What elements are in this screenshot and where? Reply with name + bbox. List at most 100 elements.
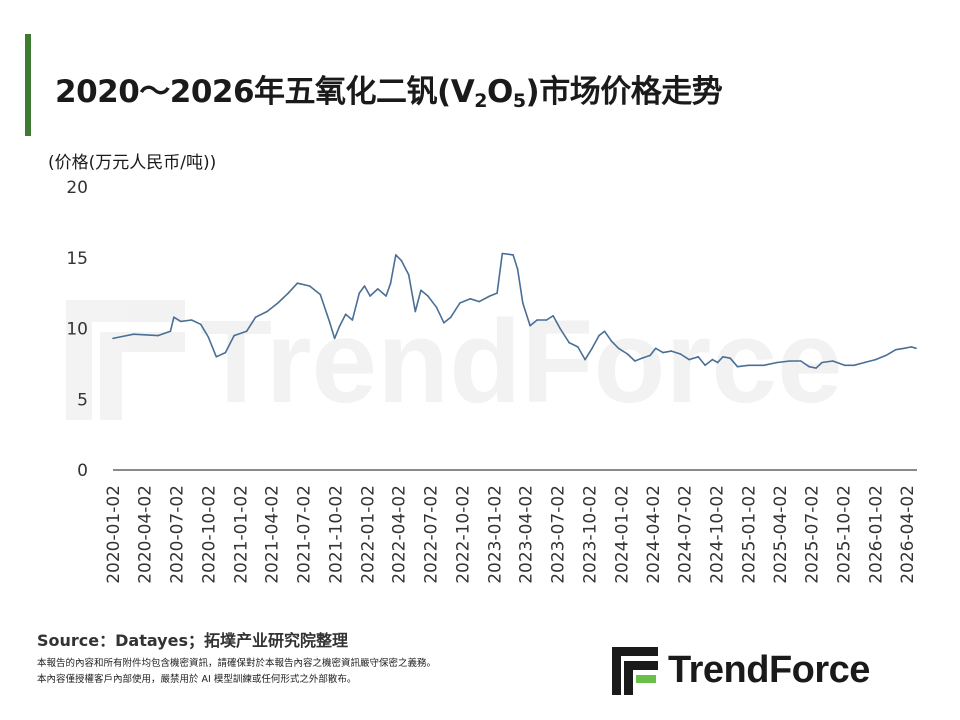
data-point <box>190 319 193 321</box>
data-point <box>215 356 218 358</box>
data-point <box>512 254 514 256</box>
data-point <box>224 351 227 354</box>
data-point <box>895 348 897 351</box>
data-point <box>885 354 887 357</box>
data-point <box>132 333 135 335</box>
y-tick-label: 20 <box>66 178 88 198</box>
x-tick-label: 2020-04-02 <box>136 485 156 584</box>
x-tick-label: 2021-07-02 <box>294 485 314 584</box>
data-point <box>559 327 561 330</box>
data-point <box>679 353 682 355</box>
data-point <box>435 306 438 309</box>
data-point <box>169 330 172 333</box>
data-point <box>496 292 498 294</box>
data-point <box>641 357 643 359</box>
source-note: Source：Datayes；拓墣产业研究院整理 <box>37 631 348 650</box>
x-tick-label: 2023-04-02 <box>517 485 537 584</box>
x-tick-label: 2020-07-02 <box>167 485 187 584</box>
data-point <box>369 295 371 297</box>
data-point <box>763 364 765 367</box>
data-point <box>385 295 387 297</box>
x-tick-label: 2025-10-02 <box>835 485 855 584</box>
data-point <box>296 282 299 284</box>
data-point <box>377 288 379 290</box>
data-point <box>459 302 461 304</box>
data-point <box>626 353 629 355</box>
data-point <box>266 310 268 313</box>
x-tick-label: 2022-04-02 <box>390 485 410 584</box>
x-tick-label: 2024-07-02 <box>676 485 696 584</box>
watermark: TrendForce <box>66 296 843 428</box>
x-tick-label: 2021-10-02 <box>326 485 346 584</box>
data-point <box>450 316 452 318</box>
data-point <box>400 259 403 262</box>
data-point <box>736 365 739 368</box>
x-tick-label: 2024-04-02 <box>644 485 664 584</box>
x-tick-label: 2023-01-02 <box>485 485 505 584</box>
data-point <box>427 295 429 297</box>
data-point <box>776 361 778 364</box>
data-point <box>363 285 366 287</box>
x-tick-label: 2025-07-02 <box>803 485 823 584</box>
data-point <box>358 292 361 294</box>
x-tick-label: 2026-04-02 <box>898 485 918 584</box>
data-point <box>420 289 422 292</box>
data-point <box>654 347 657 350</box>
data-point <box>489 295 491 297</box>
data-point <box>328 320 331 323</box>
y-axis-label: (价格(万元人民币/吨)) <box>48 153 216 173</box>
data-point <box>711 358 714 361</box>
data-point <box>617 347 620 350</box>
x-tick-label: 2025-01-02 <box>740 485 760 584</box>
y-tick-label: 10 <box>66 320 88 340</box>
data-point <box>591 347 593 350</box>
data-point <box>478 300 481 303</box>
disclaimer-line-1: 本報告的內容和所有附件均包含機密資訊，請確保對於本報告內容之機密資訊嚴守保密之義… <box>37 658 437 669</box>
data-point <box>603 330 606 333</box>
x-tick-label: 2021-04-02 <box>263 485 283 584</box>
x-tick-label: 2024-01-02 <box>612 485 632 584</box>
x-tick-label: 2022-07-02 <box>421 485 441 584</box>
data-point <box>649 354 651 357</box>
data-point <box>747 364 750 367</box>
watermark-text: TrendForce <box>200 296 843 428</box>
data-point <box>351 319 354 321</box>
data-point <box>287 292 290 294</box>
data-point <box>199 323 202 326</box>
data-point <box>180 320 182 323</box>
x-tick-label: 2023-07-02 <box>548 485 568 584</box>
data-point <box>112 337 114 340</box>
data-point <box>414 310 417 313</box>
data-point <box>910 346 913 348</box>
data-point <box>319 293 322 296</box>
data-point <box>716 361 719 364</box>
data-point <box>395 254 397 256</box>
trendforce-logo-mark-icon <box>612 647 658 695</box>
x-tick-label: 2022-10-02 <box>453 485 473 584</box>
watermark-logo-icon <box>66 300 185 420</box>
data-point <box>157 334 159 337</box>
data-point <box>853 364 855 367</box>
logo-wordmark: TrendForce <box>668 649 870 691</box>
data-point <box>207 336 210 338</box>
data-point <box>729 357 731 359</box>
data-point <box>254 316 257 318</box>
data-point <box>688 358 690 361</box>
data-point <box>443 322 445 324</box>
data-point <box>610 340 613 342</box>
data-point <box>522 302 524 304</box>
data-point <box>339 324 341 327</box>
data-point <box>308 285 311 287</box>
data-point <box>697 356 699 358</box>
x-tick-label: 2025-04-02 <box>771 485 791 584</box>
data-point <box>568 341 570 344</box>
price-chart: TrendForce (价格(万元人民币/吨)) 0 5 10 15 20 2020-01-0… <box>0 140 960 610</box>
page-title: 2020～2026年五氧化二钒(V2O5)市场价格走势 <box>55 74 723 112</box>
data-point <box>662 351 664 354</box>
x-tick-label: 2023-10-02 <box>580 485 600 584</box>
x-tick-label: 2024-10-02 <box>708 485 728 584</box>
x-tick-label: 2026-01-02 <box>867 485 887 584</box>
data-point <box>536 319 538 321</box>
data-point <box>389 282 392 284</box>
data-point <box>704 364 706 367</box>
